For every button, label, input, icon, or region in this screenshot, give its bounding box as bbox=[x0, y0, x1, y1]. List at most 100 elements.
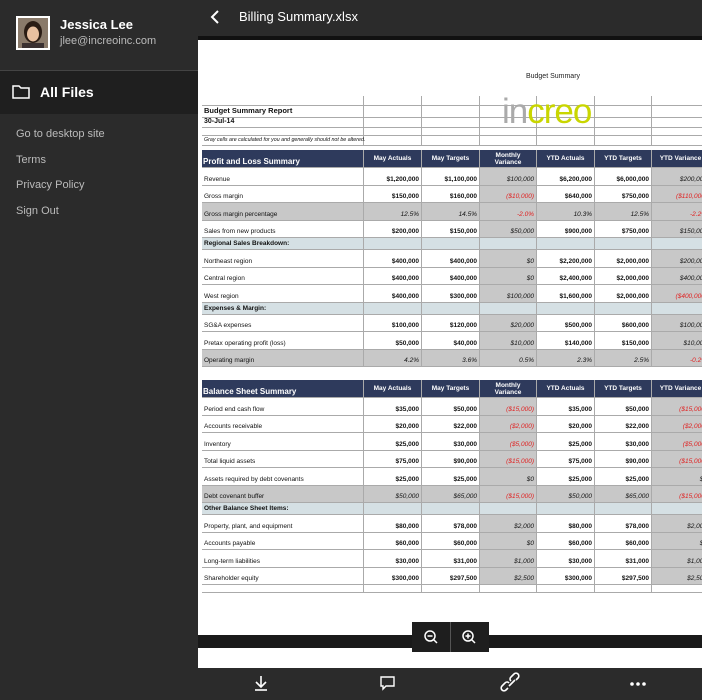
sheet-cell bbox=[595, 96, 652, 106]
sheet-cell bbox=[595, 118, 652, 128]
sheet-cell bbox=[480, 96, 537, 106]
comment-button[interactable] bbox=[380, 676, 395, 691]
sheet-cell bbox=[364, 118, 422, 128]
sheet-cell bbox=[595, 302, 652, 315]
strip bbox=[198, 36, 702, 40]
value-cell: ($15,000) bbox=[652, 398, 702, 416]
value-cell: $2,000,000 bbox=[595, 250, 652, 268]
sheet-row: Revenue $1,200,000 $1,100,000 $100,000 $6,20… bbox=[202, 168, 702, 186]
value-cell: 12.5% bbox=[595, 203, 652, 221]
sheet-cell bbox=[422, 585, 480, 593]
column-header: Monthly Variance bbox=[480, 380, 537, 398]
value-cell: $90,000 bbox=[595, 450, 652, 468]
column-header: Monthly Variance bbox=[480, 150, 537, 168]
value-cell: $100,000 bbox=[480, 168, 537, 186]
sheet-cell bbox=[652, 302, 702, 315]
download-button[interactable] bbox=[255, 676, 267, 691]
sheet-row: Shareholder equity $300,000 $297,500 $2,500… bbox=[202, 567, 702, 585]
value-cell: $80,000 bbox=[537, 515, 595, 533]
value-cell: $400,000 bbox=[364, 250, 422, 268]
folder-icon bbox=[12, 85, 30, 99]
column-header: May Actuals bbox=[364, 380, 422, 398]
column-header: YTD Variance bbox=[652, 150, 702, 168]
sheet-row: Other Balance Sheet Items: bbox=[202, 503, 702, 515]
sheet-row: Accounts receivable $20,000 $22,000 ($2,000… bbox=[202, 415, 702, 433]
sheet-cell bbox=[652, 238, 702, 250]
row-label: Total liquid assets bbox=[202, 450, 364, 468]
value-cell: $50,000 bbox=[364, 332, 422, 350]
sheet-cell bbox=[595, 128, 652, 136]
back-button[interactable] bbox=[208, 9, 222, 25]
sheet-cell bbox=[537, 128, 595, 136]
value-cell: $150,000 bbox=[652, 220, 702, 238]
value-cell: $0 bbox=[652, 468, 702, 486]
sheet-cell bbox=[595, 585, 652, 593]
value-cell: $2,000 bbox=[652, 515, 702, 533]
section-label: Other Balance Sheet Items: bbox=[202, 503, 364, 515]
sheet-cell bbox=[480, 238, 537, 250]
zoom-out[interactable] bbox=[424, 630, 438, 644]
value-cell: $150,000 bbox=[595, 332, 652, 350]
value-cell: ($5,000) bbox=[480, 433, 537, 451]
top-bar: Billing Summary.xlsx bbox=[198, 0, 702, 36]
row-label: Period end cash flow bbox=[202, 398, 364, 416]
value-cell: $35,000 bbox=[364, 398, 422, 416]
sheet-cell bbox=[652, 118, 702, 128]
value-cell: $0 bbox=[480, 532, 537, 550]
value-cell: $1,600,000 bbox=[537, 285, 595, 303]
value-cell: $20,000 bbox=[364, 415, 422, 433]
row-label: Accounts receivable bbox=[202, 415, 364, 433]
sidebar-link[interactable]: Terms bbox=[16, 153, 46, 166]
sidebar-link[interactable]: Privacy Policy bbox=[16, 179, 85, 192]
sheet-cell bbox=[480, 118, 537, 128]
link-button[interactable] bbox=[500, 672, 520, 692]
value-cell: $75,000 bbox=[537, 450, 595, 468]
row-label: Long-term liabilities bbox=[202, 550, 364, 568]
value-cell: ($15,000) bbox=[480, 485, 537, 503]
sheet-cell bbox=[364, 238, 422, 250]
all-files-row[interactable]: All Files bbox=[0, 70, 198, 114]
value-cell: ($15,000) bbox=[652, 485, 702, 503]
value-cell: $50,000 bbox=[422, 398, 480, 416]
all-files[interactable]: All Files bbox=[40, 84, 94, 100]
sheet-row: Sales from new products $200,000 $150,000 $… bbox=[202, 220, 702, 238]
sheet-row: Operating margin 4.2% 3.6% 0.5% 2.3% 2.5% -0.2… bbox=[202, 349, 702, 367]
value-cell: $400,000 bbox=[422, 250, 480, 268]
value-cell: $640,000 bbox=[537, 185, 595, 203]
value-cell: $78,000 bbox=[595, 515, 652, 533]
value-cell: 2.3% bbox=[537, 349, 595, 367]
sheet-cell bbox=[202, 585, 364, 593]
value-cell: $50,000 bbox=[364, 485, 422, 503]
row-label: Northeast region bbox=[202, 250, 364, 268]
sheet-row: Total liquid assets $75,000 $90,000 ($15,00… bbox=[202, 450, 702, 468]
value-cell: $75,000 bbox=[364, 450, 422, 468]
sheet-cell bbox=[422, 96, 480, 106]
value-cell: $600,000 bbox=[595, 314, 652, 332]
sheet-cell bbox=[595, 106, 652, 118]
sheet-cell bbox=[480, 136, 537, 146]
sheet-cell bbox=[422, 106, 480, 118]
value-cell: $2,000,000 bbox=[595, 267, 652, 285]
value-cell: $120,000 bbox=[422, 314, 480, 332]
value-cell: $1,000 bbox=[652, 550, 702, 568]
sheet-cell bbox=[364, 302, 422, 315]
value-cell: 14.5% bbox=[422, 203, 480, 221]
sidebar-link[interactable]: Sign Out bbox=[16, 204, 59, 217]
sheet-row: Gray cells are calculated for you and ge… bbox=[202, 136, 702, 146]
value-cell: $35,000 bbox=[537, 398, 595, 416]
value-cell: 12.5% bbox=[364, 203, 422, 221]
more-button[interactable] bbox=[630, 682, 646, 686]
value-cell: $400,000 bbox=[364, 285, 422, 303]
value-cell: $65,000 bbox=[422, 485, 480, 503]
column-header: YTD Targets bbox=[595, 150, 652, 168]
sidebar-link[interactable]: Go to desktop site bbox=[16, 128, 105, 140]
user-email: jlee@increoinc.com bbox=[60, 35, 157, 47]
zoom-in[interactable] bbox=[462, 630, 476, 644]
value-cell: $60,000 bbox=[537, 532, 595, 550]
value-cell: $300,000 bbox=[422, 285, 480, 303]
sheet-cell bbox=[537, 585, 595, 593]
value-cell: ($400,000) bbox=[652, 285, 702, 303]
value-cell: 4.2% bbox=[364, 349, 422, 367]
value-cell: $30,000 bbox=[595, 433, 652, 451]
